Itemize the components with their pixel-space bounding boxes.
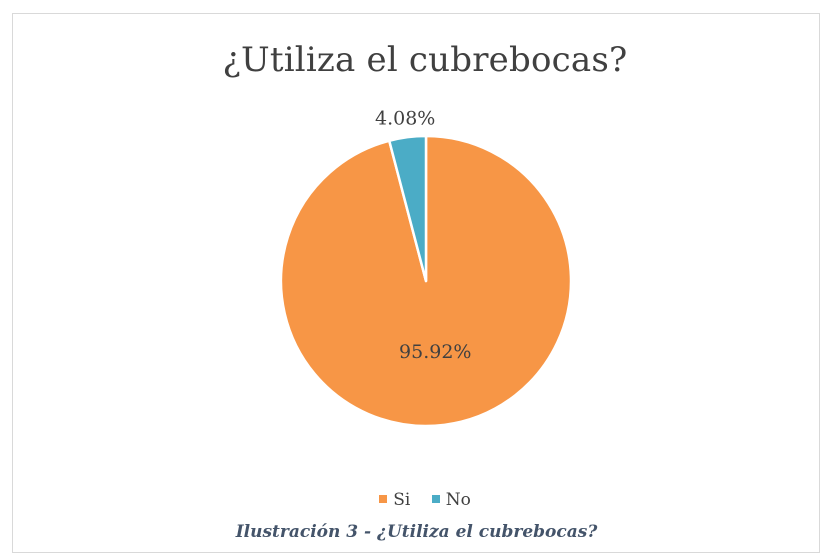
chart-legend: Si No <box>0 490 833 510</box>
figure-caption: Ilustración 3 - ¿Utiliza el cubrebocas? <box>235 522 598 542</box>
legend-item-si: Si <box>379 490 410 510</box>
legend-label-no: No <box>445 490 471 510</box>
legend-swatch-no <box>431 494 440 503</box>
legend-item-no: No <box>431 490 471 510</box>
pie-chart: 95.92% 4.08% <box>279 107 573 428</box>
chart-title: ¿Utiliza el cubrebocas? <box>222 40 628 80</box>
pie-slice-no <box>387 134 428 283</box>
data-label-no: 4.08% <box>375 107 435 129</box>
legend-label-si: Si <box>393 490 411 510</box>
data-label-si: 95.92% <box>399 341 471 363</box>
legend-swatch-si <box>379 494 388 503</box>
